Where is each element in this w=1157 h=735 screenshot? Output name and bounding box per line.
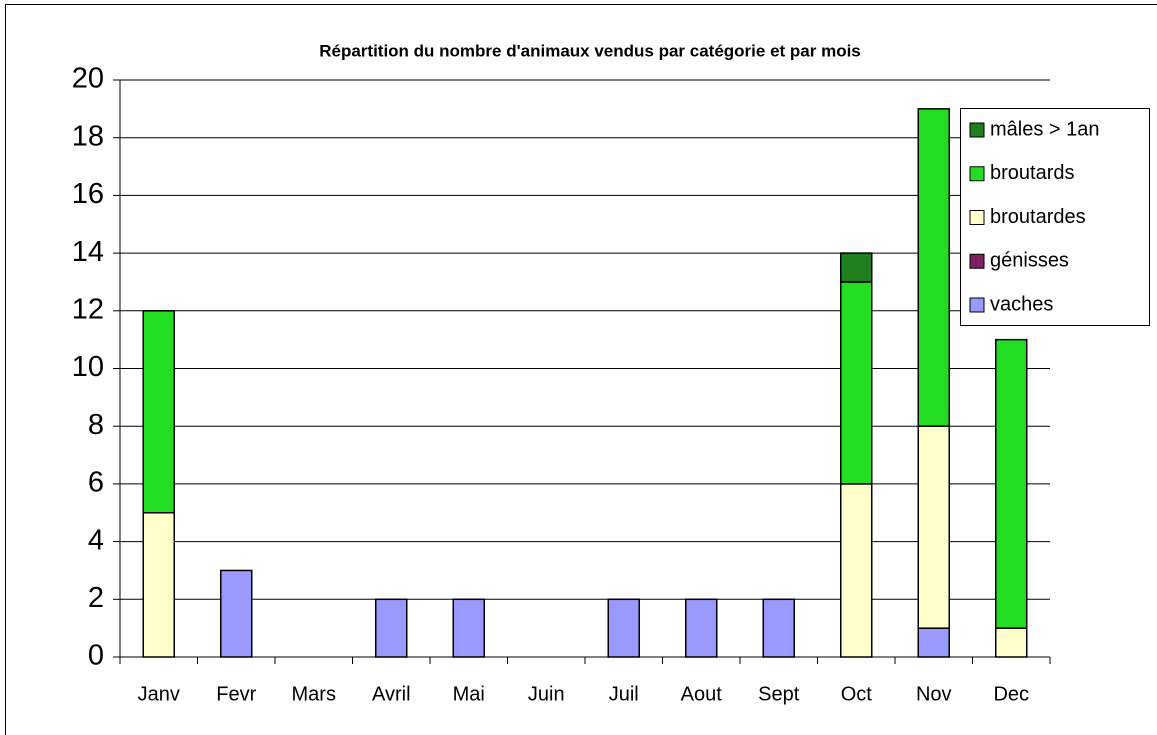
bar-segment xyxy=(607,598,640,658)
bar-segment xyxy=(917,108,950,427)
legend-label: vaches xyxy=(990,293,1053,315)
x-tick-label: Mai xyxy=(453,683,485,705)
y-tick-label: 18 xyxy=(72,120,104,152)
legend-swatch xyxy=(969,297,985,313)
y-tick-label: 10 xyxy=(72,351,104,383)
y-tick-label: 20 xyxy=(72,63,104,95)
bar-segment xyxy=(142,310,175,514)
x-tick-label: Oct xyxy=(841,683,873,705)
legend-box xyxy=(960,108,1150,326)
y-tick-label: 12 xyxy=(72,293,104,325)
y-tick-label: 6 xyxy=(88,467,104,499)
x-tick-label: Nov xyxy=(916,683,952,705)
y-tick-label: 14 xyxy=(72,236,104,268)
legend-label: mâles > 1an xyxy=(990,118,1100,140)
bar-segment xyxy=(917,425,950,629)
bar-segment xyxy=(840,483,873,658)
y-tick-label: 16 xyxy=(72,178,104,210)
legend-swatch xyxy=(969,210,985,225)
legend-label: broutards xyxy=(990,162,1075,184)
x-tick-label: Janv xyxy=(138,683,180,705)
bar-segment xyxy=(995,627,1028,658)
y-tick-label: 4 xyxy=(88,524,104,556)
bar-segment xyxy=(220,569,253,658)
bar-segment xyxy=(840,281,873,485)
y-tick-label: 8 xyxy=(88,409,104,441)
x-tick-label: Mars xyxy=(292,683,336,705)
x-tick-label: Avril xyxy=(372,683,411,705)
bar-segment xyxy=(685,598,718,658)
bar-segment xyxy=(452,598,485,658)
legend-label: génisses xyxy=(990,250,1069,272)
legend-swatch xyxy=(969,253,985,269)
y-tick-label: 2 xyxy=(88,582,104,614)
x-tick-label: Dec xyxy=(993,683,1029,705)
bar-segment xyxy=(917,627,950,658)
legend-swatch xyxy=(969,166,985,182)
chart-title: Répartition du nombre d'animaux vendus p… xyxy=(319,41,861,60)
bar-segment xyxy=(762,598,795,658)
legend-label: broutardes xyxy=(990,206,1086,228)
x-tick-label: Juin xyxy=(528,683,565,705)
x-tick-label: Aout xyxy=(681,683,723,705)
x-tick-label: Sept xyxy=(758,683,800,705)
x-tick-label: Fevr xyxy=(216,683,256,705)
y-tick-label: 0 xyxy=(88,640,104,672)
bar-segment xyxy=(375,598,408,658)
bar-segment xyxy=(995,338,1028,629)
legend-swatch xyxy=(969,122,985,138)
bar-segment xyxy=(142,512,175,658)
bar-segment xyxy=(840,252,873,283)
x-tick-label: Juil xyxy=(609,683,639,705)
